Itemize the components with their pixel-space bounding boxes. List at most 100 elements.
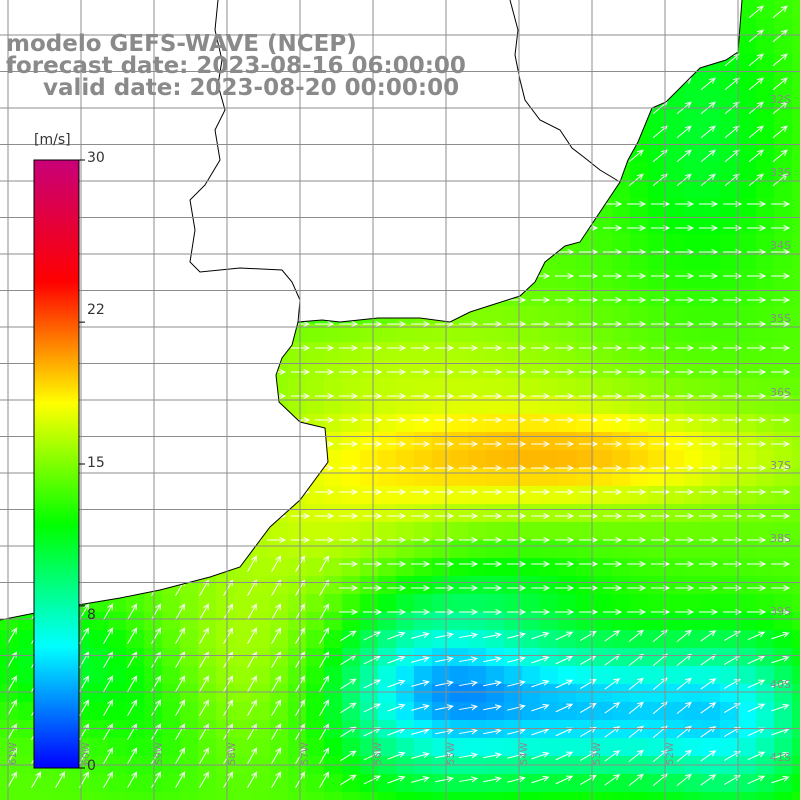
wind-cell	[378, 468, 397, 487]
wind-cell	[504, 630, 523, 649]
wind-cell	[378, 504, 397, 523]
wind-cell	[648, 684, 667, 703]
wind-arrow	[747, 416, 767, 424]
wind-cell	[180, 738, 199, 757]
wind-cell	[594, 234, 613, 253]
wind-arrow	[700, 774, 717, 786]
wind-cell	[612, 522, 631, 541]
wind-cell	[558, 774, 577, 793]
wind-cell	[612, 468, 631, 487]
wind-cell	[468, 594, 487, 613]
wind-arrow	[747, 536, 767, 544]
wind-arrow	[271, 747, 282, 765]
wind-arrow	[247, 555, 258, 573]
wind-cell	[630, 504, 649, 523]
wind-cell	[468, 792, 487, 800]
wind-arrow	[531, 536, 551, 544]
wind-cell	[522, 594, 541, 613]
wind-cell	[414, 684, 433, 703]
wind-cell	[18, 792, 37, 800]
wind-cell	[648, 558, 667, 577]
wind-arrow	[411, 560, 431, 568]
wind-cell	[702, 576, 721, 595]
wind-cell	[720, 378, 739, 397]
wind-cell	[342, 414, 361, 433]
wind-cell	[450, 324, 469, 343]
wind-arrow	[31, 771, 42, 789]
wind-cell	[288, 774, 307, 793]
wind-cell	[288, 576, 307, 595]
wind-arrow	[579, 536, 599, 544]
wind-arrow	[103, 699, 114, 717]
longitude-label: 56W	[373, 742, 384, 765]
wind-cell	[450, 432, 469, 451]
wind-arrow	[340, 678, 357, 690]
wind-arrow	[747, 392, 767, 400]
wind-arrow	[363, 488, 383, 496]
wind-cell	[774, 306, 793, 325]
wind-cell	[738, 450, 757, 469]
wind-cell	[792, 702, 800, 721]
wind-cell	[576, 720, 595, 739]
wind-cell	[738, 0, 757, 19]
wind-cell	[684, 252, 703, 271]
wind-cell	[612, 432, 631, 451]
wind-arrow	[603, 584, 623, 592]
wind-arrow	[771, 536, 791, 544]
wind-cell	[108, 774, 127, 793]
wind-arrow	[411, 512, 431, 520]
wind-cell	[738, 360, 757, 379]
wind-cell	[612, 612, 631, 631]
wind-cell	[756, 774, 775, 793]
wind-cell	[522, 612, 541, 631]
wind-cell	[684, 216, 703, 235]
wind-arrow	[411, 776, 430, 783]
wind-cell	[468, 342, 487, 361]
wind-cell	[540, 684, 559, 703]
wind-cell	[450, 648, 469, 667]
wind-cell	[522, 684, 541, 703]
wind-arrow	[579, 440, 599, 448]
wind-cell	[108, 684, 127, 703]
wind-arrow	[363, 775, 382, 785]
wind-arrow	[555, 416, 575, 424]
wind-cell	[144, 702, 163, 721]
wind-cell	[306, 504, 325, 523]
wind-cell	[468, 702, 487, 721]
wind-arrow	[747, 560, 767, 568]
wind-arrow	[700, 702, 717, 714]
wind-arrow	[247, 603, 258, 621]
wind-cell	[324, 702, 343, 721]
wind-cell	[540, 666, 559, 685]
wind-arrow	[223, 651, 234, 669]
wind-cell	[270, 576, 289, 595]
wind-arrow	[315, 512, 335, 520]
wind-cell	[450, 360, 469, 379]
wind-cell	[342, 540, 361, 559]
wind-arrow	[411, 344, 431, 352]
wind-arrow	[435, 656, 454, 663]
wind-arrow	[627, 320, 647, 328]
wind-arrow	[748, 125, 764, 139]
wind-cell	[540, 324, 559, 343]
wind-arrow	[771, 775, 790, 784]
wind-cell	[522, 774, 541, 793]
wind-arrow	[531, 320, 551, 328]
wind-arrow	[531, 488, 551, 496]
wind-arrow	[771, 272, 791, 280]
wind-arrow	[531, 751, 550, 760]
wind-cell	[558, 648, 577, 667]
wind-cell	[288, 342, 307, 361]
wind-cell	[288, 684, 307, 703]
wind-cell	[630, 162, 649, 181]
wind-cell	[774, 540, 793, 559]
wind-cell	[288, 630, 307, 649]
wind-cell	[486, 360, 505, 379]
wind-cell	[792, 576, 800, 595]
wind-arrow	[555, 703, 574, 713]
wind-cell	[792, 594, 800, 613]
wind-arrow	[555, 344, 575, 352]
wind-cell	[342, 720, 361, 739]
wind-cell	[522, 378, 541, 397]
wind-arrow	[103, 747, 114, 765]
